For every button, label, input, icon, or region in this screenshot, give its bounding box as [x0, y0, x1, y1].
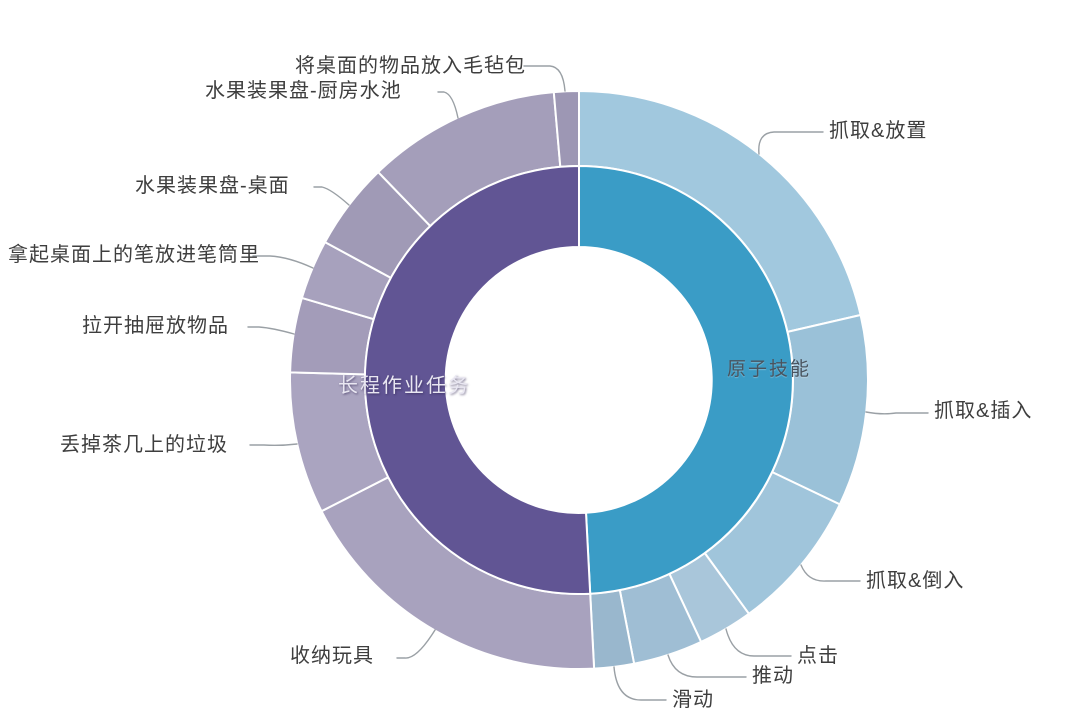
- leader-click: [725, 628, 792, 657]
- leader-push: [667, 654, 747, 678]
- leader-grasp-insert: [865, 411, 929, 415]
- leader-grasp-pour: [800, 564, 861, 582]
- leader-items-to-felt-bag: [523, 65, 566, 92]
- leader-fruit-plate-desk: [313, 186, 350, 206]
- leader-slide: [613, 666, 667, 701]
- inner-segment-atomic-skills: [578, 165, 794, 595]
- leader-throw-trash: [249, 443, 298, 447]
- inner-segment-long-horizon-tasks: [363, 165, 592, 595]
- leader-fruit-plate-sink: [437, 91, 459, 119]
- leader-open-drawer: [247, 326, 295, 335]
- leader-pen-to-holder: [252, 255, 314, 269]
- leader-store-toys: [396, 629, 436, 659]
- leader-grasp-place: [758, 131, 824, 155]
